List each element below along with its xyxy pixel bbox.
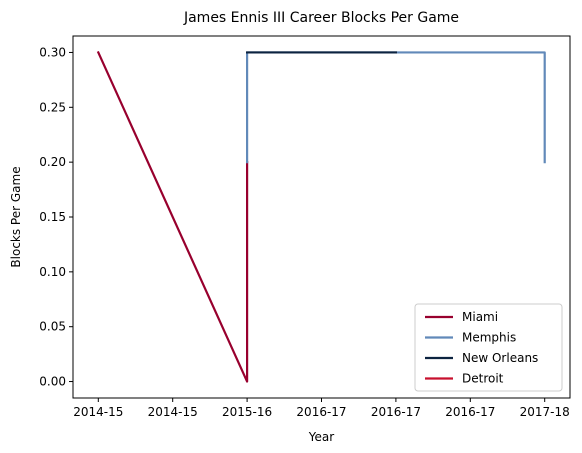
legend: Miami Memphis New Orleans Detroit [414, 303, 563, 392]
y-tick-label: 0.15 [39, 210, 66, 224]
legend-box [414, 303, 563, 392]
series-line-miami [96, 50, 249, 383]
x-tick-label: 2015-16 [222, 405, 272, 419]
y-axis: 0.00 0.05 0.10 0.15 0.20 0.25 0.30 [39, 45, 73, 389]
legend-label-new-orleans: New Orleans [462, 351, 538, 365]
y-tick-label: 0.25 [39, 100, 66, 114]
x-tick-label: 2016-17 [296, 405, 346, 419]
x-tick-label: 2016-17 [371, 405, 421, 419]
x-tick-label: 2017-18 [520, 405, 570, 419]
legend-label-memphis: Memphis [462, 331, 516, 345]
y-axis-title: Blocks Per Game [9, 166, 23, 267]
x-tick-label: 2014-15 [73, 405, 123, 419]
x-axis-title: Year [308, 430, 334, 444]
x-tick-label: 2016-17 [445, 405, 495, 419]
chart-title: James Ennis III Career Blocks Per Game [183, 10, 459, 26]
x-axis: 2014-15 2014-15 2015-16 2016-17 2016-17 2016-… [73, 398, 570, 419]
x-tick-label: 2014-15 [148, 405, 198, 419]
y-tick-label: 0.30 [39, 45, 66, 59]
y-tick-label: 0.00 [39, 375, 66, 389]
legend-label-detroit: Detroit [462, 372, 504, 386]
y-tick-label: 0.20 [39, 155, 66, 169]
y-tick-label: 0.10 [39, 265, 66, 279]
series-line-memphis [246, 51, 546, 164]
series-layer [96, 50, 546, 383]
y-tick-label: 0.05 [39, 320, 66, 334]
legend-label-miami: Miami [462, 310, 498, 324]
